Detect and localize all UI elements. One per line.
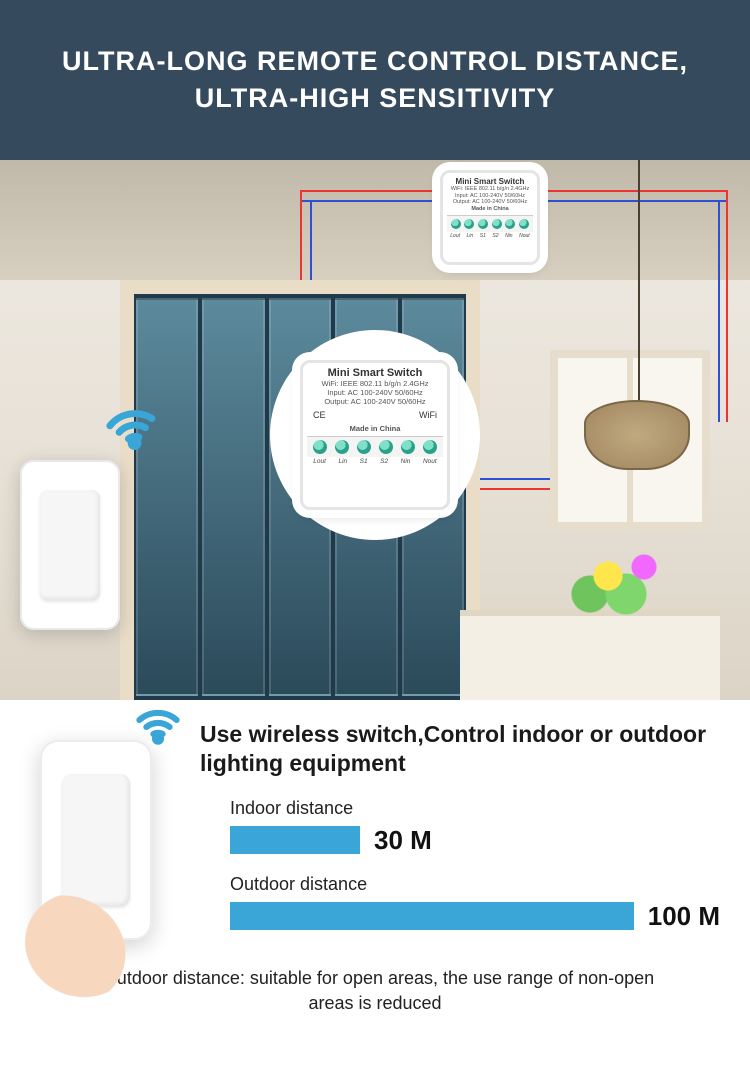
metric-indoor: Indoor distance 30 M <box>230 798 720 856</box>
module-terminals <box>307 436 443 457</box>
module-terminal-labels: LoutLinS1S2NinNout <box>447 233 533 239</box>
door-panel <box>136 298 198 696</box>
metric-label: Outdoor distance <box>230 874 720 895</box>
lamp-cord <box>638 160 640 420</box>
room-scene: Mini Smart Switch WiFi: IEEE 802.11 b/g/… <box>0 160 750 700</box>
module-spec: Output: AC 100-240V 50/60Hz <box>307 397 443 406</box>
pendant-lamp <box>584 400 690 470</box>
metric-bar <box>230 902 634 930</box>
metric-value: 100 M <box>648 901 720 932</box>
wall-switch <box>20 460 120 630</box>
module-spec: WiFi: IEEE 802.11 b/g/n 2.4GHz <box>447 186 533 193</box>
module-spec: Output: AC 100-240V 50/60Hz <box>447 199 533 206</box>
wire-blue <box>718 200 720 422</box>
header-banner: ULTRA-LONG REMOTE CONTROL DISTANCE, ULTR… <box>0 0 750 160</box>
module-spec: Input: AC 100-240V 50/60Hz <box>307 388 443 397</box>
info-title: Use wireless switch,Control indoor or ou… <box>200 720 720 778</box>
wire-blue <box>300 200 438 202</box>
distance-metrics: Indoor distance 30 M Outdoor distance 10… <box>230 798 720 932</box>
ce-icon: CE <box>313 410 326 420</box>
module-terminal-labels: LoutLinS1S2NinNout <box>307 458 443 465</box>
door-panel <box>202 298 264 696</box>
wifi-icon <box>94 385 170 472</box>
metric-outdoor: Outdoor distance 100 M <box>230 874 720 932</box>
wire-red <box>300 190 438 192</box>
module-made: Made in China <box>447 206 533 213</box>
module-spec: Input: AC 100-240V 50/60Hz <box>447 193 533 200</box>
metric-bar <box>230 826 360 854</box>
flower-bouquet <box>560 540 680 630</box>
module-spec: WiFi: IEEE 802.11 b/g/n 2.4GHz <box>307 379 443 388</box>
handheld-switch <box>12 740 162 1000</box>
module-title: Mini Smart Switch <box>307 367 443 379</box>
header-line-1: ULTRA-LONG REMOTE CONTROL DISTANCE, <box>62 46 688 77</box>
metric-value: 30 M <box>374 825 432 856</box>
wire-red <box>726 190 728 422</box>
smart-switch-module-large: Mini Smart Switch WiFi: IEEE 802.11 b/g/… <box>300 360 450 510</box>
metric-label: Indoor distance <box>230 798 720 819</box>
header-line-2: ULTRA-HIGH SENSITIVITY <box>195 83 556 114</box>
module-title: Mini Smart Switch <box>447 177 533 186</box>
info-section: Use wireless switch,Control indoor or ou… <box>0 700 750 1016</box>
module-terminals <box>447 215 533 232</box>
wifi-badge-icon: WiFi <box>419 410 437 420</box>
smart-switch-module-small: Mini Smart Switch WiFi: IEEE 802.11 b/g/… <box>440 170 540 265</box>
module-made: Made in China <box>307 424 443 433</box>
